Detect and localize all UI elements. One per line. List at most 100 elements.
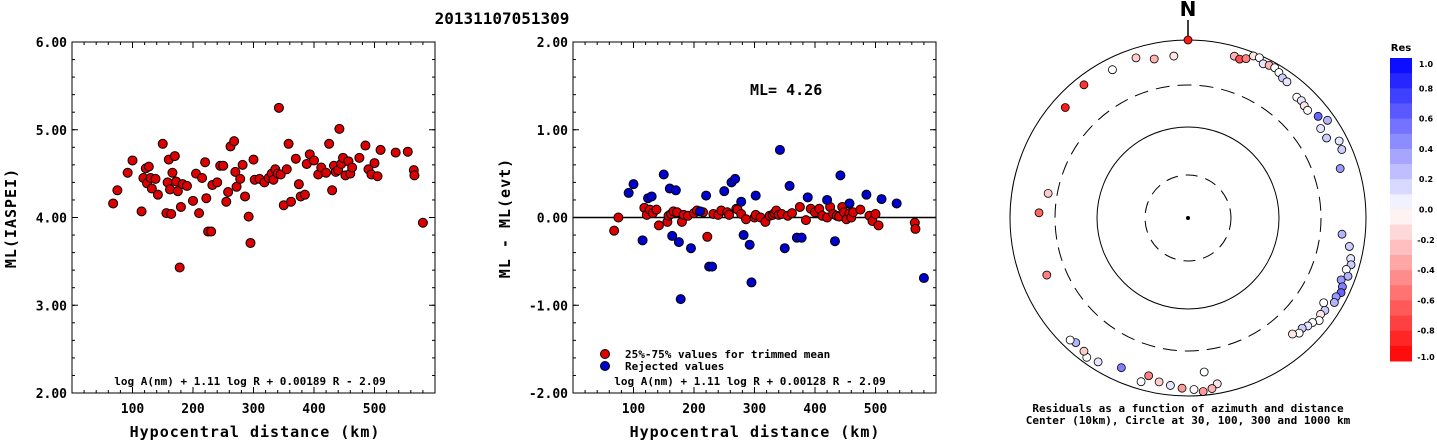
station-marker [1334, 136, 1344, 146]
y-tick-label: -1.00 [529, 299, 568, 314]
data-point [150, 173, 161, 184]
colorbar-cell [1390, 179, 1412, 195]
data-point [212, 177, 223, 188]
colorbar-cell [1390, 118, 1412, 135]
colorbar-cell [1390, 285, 1412, 301]
station-marker [1343, 271, 1353, 281]
colorbar-tick-label: -0.8 [1417, 327, 1435, 336]
data-point [653, 220, 664, 231]
station-marker [1337, 229, 1347, 239]
data-point [417, 217, 428, 228]
data-point [369, 158, 380, 169]
station-marker [1313, 111, 1323, 121]
colorbar-tick-label: 0.2 [1419, 175, 1433, 184]
data-point [891, 198, 902, 209]
station-marker [1337, 145, 1347, 154]
colorbar-tick-label: -0.4 [1417, 266, 1435, 275]
x-tick-label: 100 [121, 402, 145, 417]
ring-300km [1054, 84, 1322, 352]
data-point [372, 171, 383, 182]
colorbar-cell [1390, 209, 1412, 226]
x-axis-label-2: Hypocentral distance (km) [630, 423, 881, 441]
data-point [802, 192, 813, 203]
data-point [670, 185, 681, 196]
y-tick-label: 3.00 [36, 299, 67, 314]
station-marker [1136, 377, 1146, 387]
colorbar-cell [1390, 73, 1412, 89]
colorbar-cell [1390, 148, 1412, 165]
north-label: N [1180, 0, 1197, 21]
formula-2: log A(nm) + 1.11 log R + 0.00128 R - 2.0… [614, 375, 886, 388]
colorbar-cell [1390, 270, 1412, 286]
data-point [844, 198, 855, 209]
station-marker [1198, 387, 1208, 396]
data-point [167, 167, 178, 178]
colorbar-cell [1390, 133, 1412, 150]
data-point [685, 243, 696, 254]
data-point [774, 144, 785, 155]
x-tick-label: 100 [622, 402, 646, 417]
data-point [201, 193, 212, 204]
station-marker [1335, 164, 1345, 173]
x-axis-label-1: Hypocentral distance (km) [130, 423, 381, 441]
data-point [283, 138, 294, 149]
data-point [724, 209, 735, 220]
colorbar-cell [1390, 330, 1412, 347]
data-point [347, 162, 358, 173]
colorbar-cell [1390, 300, 1412, 317]
colorbar-tick-label: -0.6 [1417, 296, 1435, 305]
colorbar-tick-label: -1.0 [1417, 353, 1435, 362]
data-point [293, 179, 304, 190]
data-point [240, 191, 251, 202]
station-marker [1060, 103, 1070, 112]
data-point [702, 231, 713, 242]
x-tick-label: 400 [302, 402, 326, 417]
data-point [628, 179, 639, 190]
station-marker [1344, 242, 1354, 251]
data-point [169, 151, 180, 162]
epicenter-marker [1186, 216, 1190, 220]
y-tick-label: -2.00 [529, 387, 568, 402]
data-point [188, 195, 198, 206]
data-point [667, 230, 678, 241]
station-marker [1065, 335, 1075, 345]
y-tick-label: 5.00 [36, 124, 67, 139]
data-point [613, 212, 624, 223]
data-point [658, 169, 669, 180]
ml-residual-panel: -2.00 -1.00 0.00 1.00 2.00 100 200 300 400 500 M… [496, 36, 937, 441]
data-point [910, 223, 921, 234]
colorbar-tick-label: 0.8 [1419, 84, 1434, 93]
x-tick-label: 500 [864, 402, 888, 417]
data-point [794, 201, 805, 212]
ring-30km [1144, 174, 1232, 262]
station-marker [1034, 208, 1044, 218]
data-point [194, 208, 205, 219]
station-marker [1241, 54, 1251, 63]
data-point [127, 155, 138, 166]
data-point [779, 243, 790, 254]
station-marker [1131, 53, 1141, 63]
data-point [223, 187, 234, 198]
data-point [334, 123, 345, 134]
colorbar-title: Res [1391, 43, 1411, 54]
data-point [736, 196, 747, 207]
station-marker [1199, 367, 1209, 377]
data-point [174, 262, 185, 273]
y-tick-label: 6.00 [36, 36, 67, 51]
azimuth-distance-plot: N Residuals as a function of azimuth and… [1009, 0, 1367, 427]
data-point [136, 206, 147, 217]
data-point [152, 189, 163, 200]
colorbar-cell [1390, 194, 1412, 210]
data-point [409, 170, 420, 181]
ml-value-label: ML= 4.26 [750, 81, 822, 99]
data-point [390, 147, 401, 158]
data-point [354, 152, 365, 163]
data-point [200, 157, 211, 168]
station-marker [1093, 357, 1103, 367]
station-marker [1207, 384, 1217, 393]
data-point [321, 167, 332, 178]
colorbar-cell [1390, 164, 1412, 180]
station-marker [1316, 124, 1326, 133]
data-point [707, 261, 718, 272]
